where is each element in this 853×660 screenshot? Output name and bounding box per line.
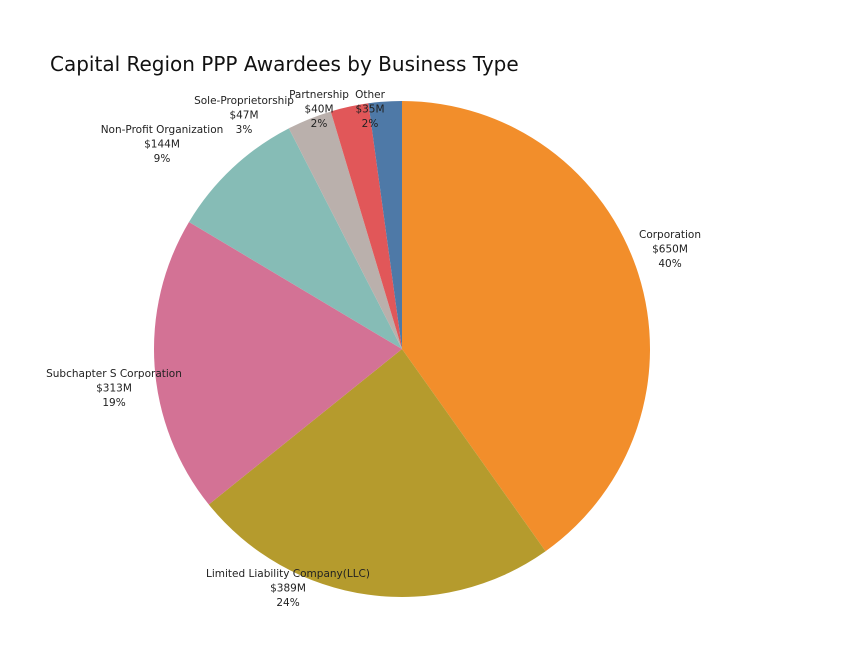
pie-slice-4 <box>288 111 402 349</box>
slice-label-5: Partnership $40M 2% <box>289 89 349 130</box>
slice-label-0: Corporation $650M 40% <box>639 229 701 270</box>
pie-slice-3 <box>189 128 402 349</box>
slice-label-2: Subchapter S Corporation $313M 19% <box>46 368 182 409</box>
pie-slice-5 <box>330 103 402 349</box>
slice-label-1: Limited Liability Company(LLC) $389M 24% <box>206 568 370 609</box>
pie-slice-2 <box>153 221 402 505</box>
slice-label-3: Non-Profit Organization $144M 9% <box>101 124 224 165</box>
pie-slice-0 <box>402 101 651 552</box>
slice-label-6: Other $35M 2% <box>355 89 385 130</box>
chart-title: Capital Region PPP Awardees by Business … <box>50 52 519 76</box>
pie-slice-1 <box>208 349 546 598</box>
pie-slice-6 <box>368 101 402 349</box>
slice-label-4: Sole-Proprietorship $47M 3% <box>194 95 294 136</box>
